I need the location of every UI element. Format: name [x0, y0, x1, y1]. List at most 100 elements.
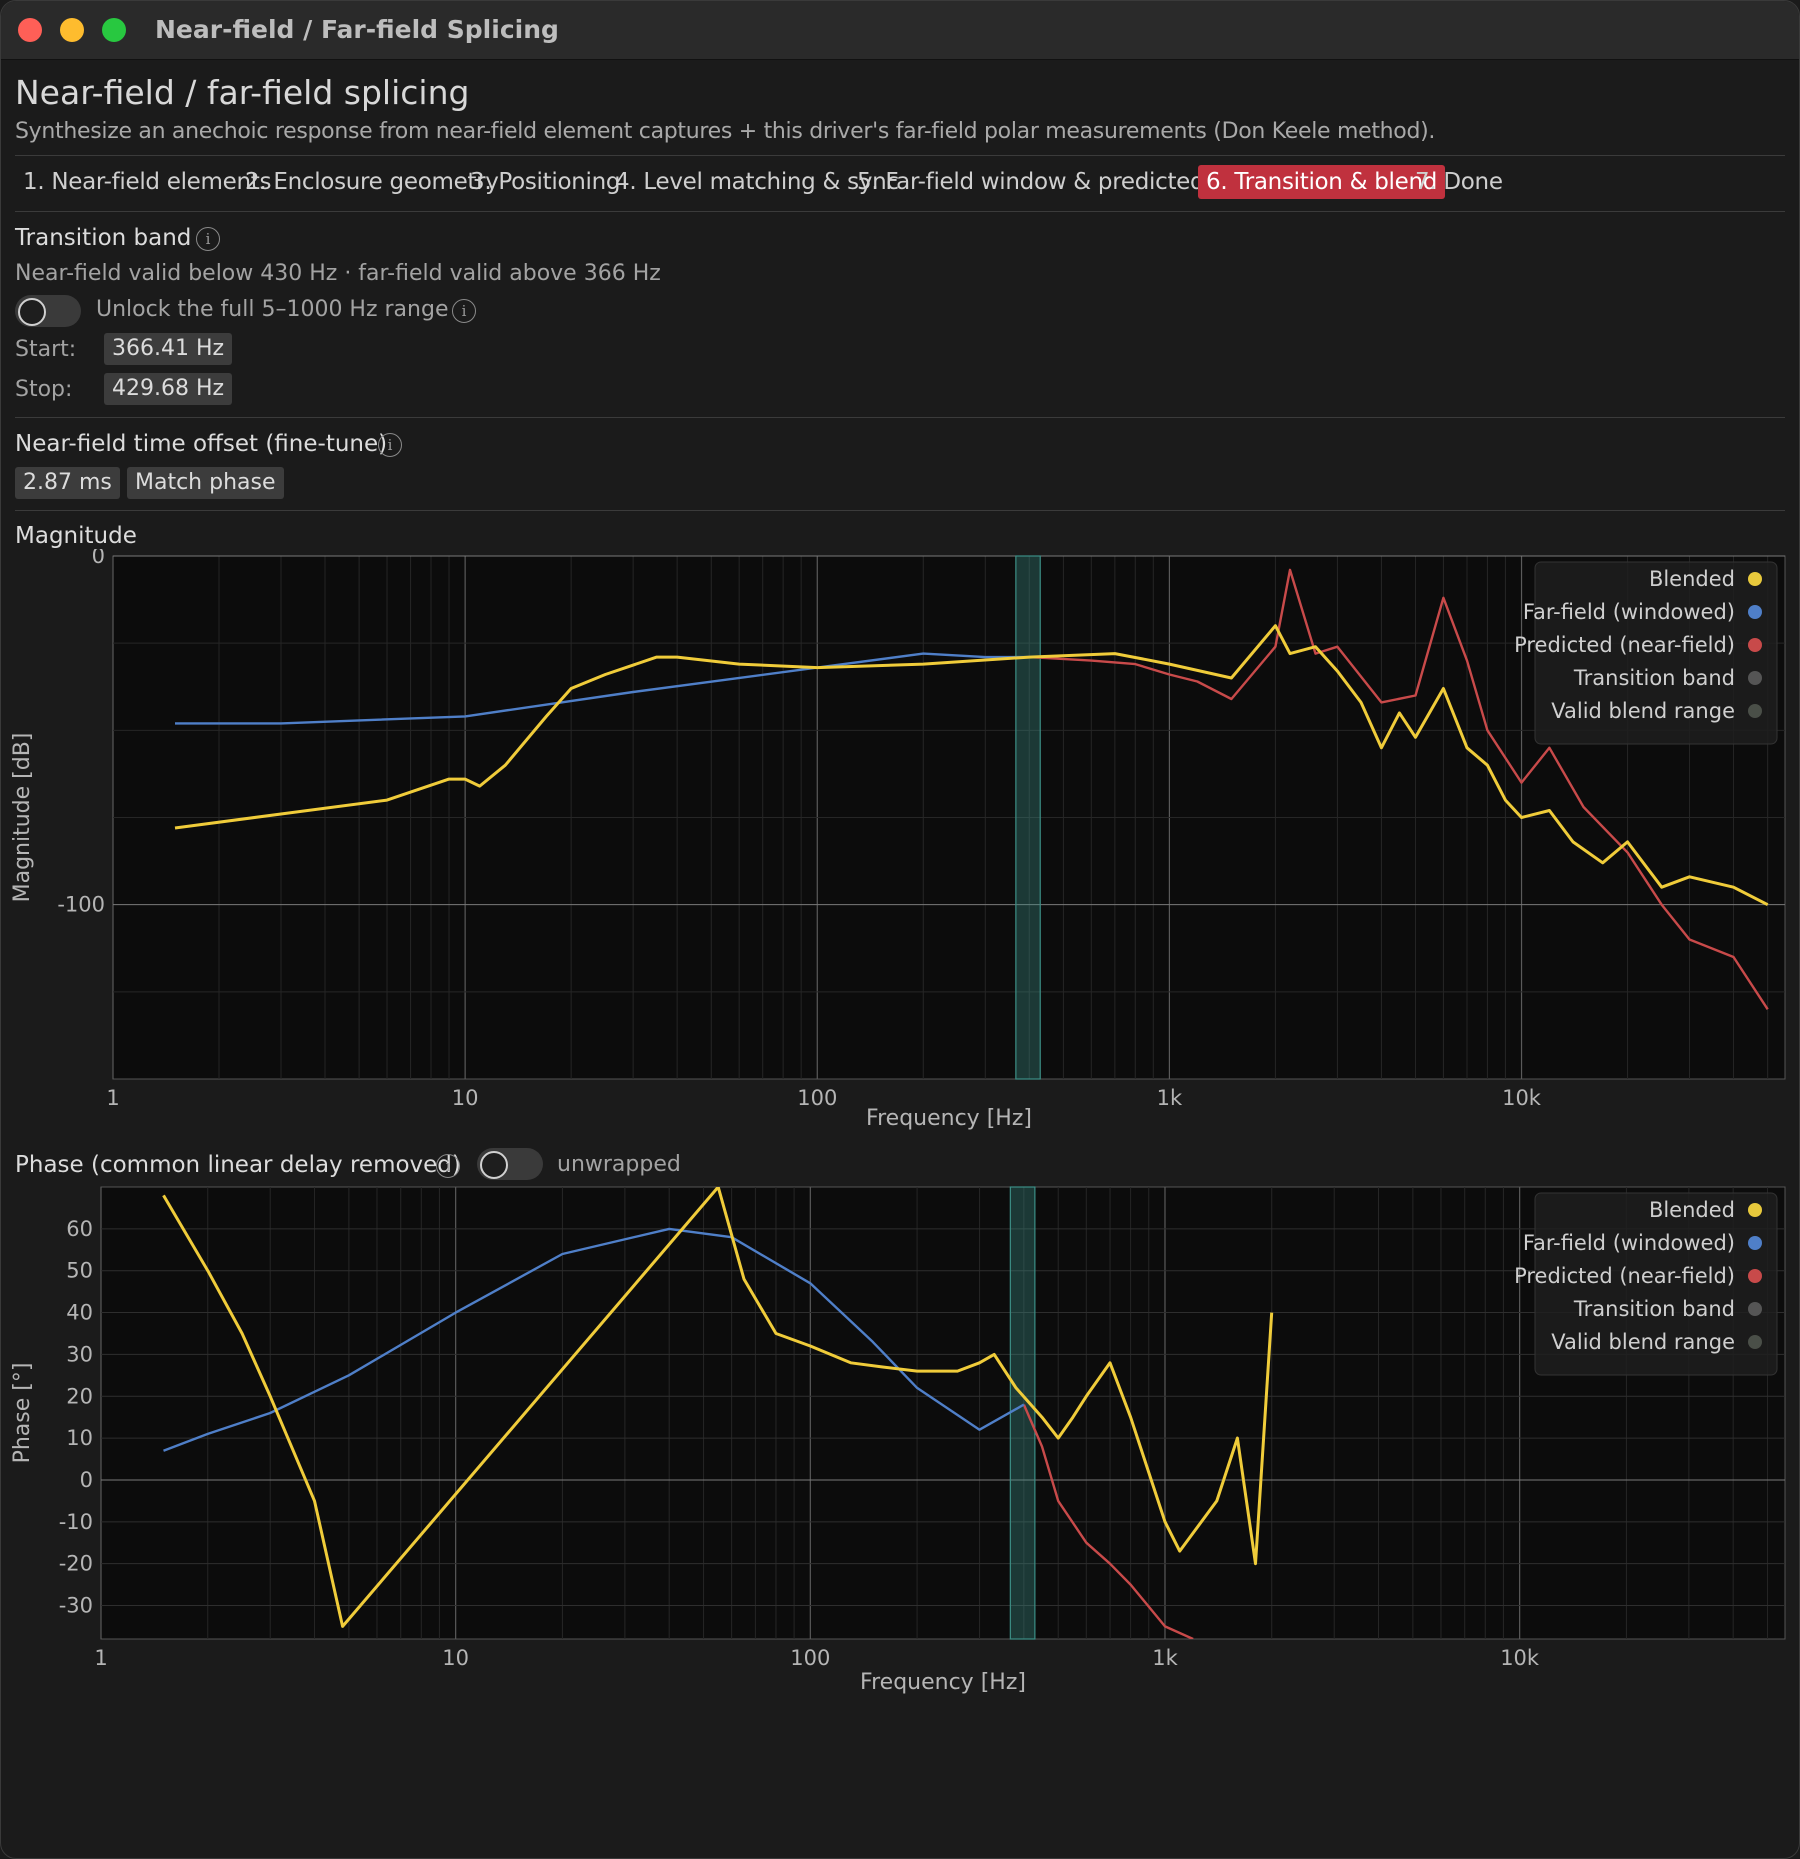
legend-entry-label: Transition band: [1573, 666, 1735, 690]
time-offset-heading: Near-field time offset (fine-tune): [15, 431, 388, 457]
legend-entry-label: Far-field (windowed): [1523, 600, 1735, 624]
phase-chart[interactable]: 1 10 100 1k 10k6050403020100-10-20-30Frequen…: [1, 1181, 1800, 1701]
x-tick-label: 10: [452, 1086, 479, 1110]
legend-entry-label: Blended: [1649, 567, 1735, 591]
x-tick-label: 100: [797, 1086, 837, 1110]
divider: [15, 417, 1785, 418]
series-group: [174, 568, 1769, 1010]
legend-swatch: [1748, 704, 1762, 718]
legend-swatch: [1748, 572, 1762, 586]
legend-entry-label: Blended: [1649, 1198, 1735, 1222]
y-axis-label: Phase [°]: [10, 1363, 35, 1464]
legend-box: [1534, 561, 1778, 745]
magnitude-chart[interactable]: 1 10 100 1k 10k 0 -100 Frequency [Hz] Magnitude …: [1, 549, 1800, 1139]
legend-entry-label: Far-field (windowed): [1523, 1231, 1735, 1255]
x-tick-label: 10k: [1502, 1086, 1542, 1110]
unwrapped-toggle[interactable]: [477, 1148, 543, 1180]
divider: [15, 510, 1785, 511]
start-label: Start:: [15, 337, 77, 362]
page-subtitle: Synthesize an anechoic response from nea…: [15, 119, 1436, 144]
y-tick-label: 0: [92, 549, 105, 568]
match-phase-button[interactable]: Match phase: [127, 467, 284, 499]
series-line-far-field-windowed: [175, 652, 1030, 725]
y-tick-label: 50: [66, 1259, 93, 1283]
legend-swatch: [1748, 638, 1762, 652]
y-tick-label: -10: [59, 1510, 93, 1534]
series-line-predicted-near-field: [1022, 1404, 1194, 1639]
tab-positioning[interactable]: 3. Positioning: [470, 169, 621, 195]
unlock-range-label: Unlock the full 5–1000 Hz range: [96, 297, 449, 322]
y-tick-label: 60: [66, 1217, 93, 1241]
legend-swatch: [1748, 671, 1762, 685]
transition-band: [1009, 1186, 1036, 1640]
series-group: [162, 1187, 1274, 1639]
x-tick-label: 1: [106, 1086, 119, 1110]
legend-swatch: [1748, 1302, 1762, 1316]
legend-swatch: [1748, 1335, 1762, 1349]
stop-label: Stop:: [15, 377, 73, 402]
x-tick-label: 10k: [1500, 1646, 1540, 1670]
phase-info-icon[interactable]: i: [436, 1154, 460, 1178]
y-tick-label: -30: [59, 1594, 93, 1618]
y-tick-label: 30: [66, 1342, 93, 1366]
series-line-blended: [174, 624, 1769, 907]
legend-entry-label: Predicted (near-field): [1514, 1264, 1735, 1288]
y-tick-label: -20: [59, 1552, 93, 1576]
series-line-far-field-windowed: [163, 1227, 1025, 1452]
legend-entry-label: Valid blend range: [1551, 699, 1735, 723]
divider: [15, 211, 1785, 212]
minimize-window-button[interactable]: [60, 18, 84, 42]
legend-box: [1534, 1192, 1778, 1376]
validity-text: Near-field valid below 430 Hz · far-fiel…: [15, 261, 661, 286]
unlock-info-icon[interactable]: i: [452, 299, 476, 323]
unwrapped-label: unwrapped: [557, 1152, 681, 1177]
legend-entry-label: Transition band: [1573, 1297, 1735, 1321]
x-tick-label: 100: [790, 1646, 830, 1670]
page-title: Near-field / far-field splicing: [15, 73, 470, 112]
unlock-range-toggle[interactable]: [15, 295, 81, 327]
stop-frequency-field[interactable]: 429.68 Hz: [104, 373, 233, 405]
y-tick-label: 0: [80, 1468, 93, 1492]
transition-band-heading: Transition band: [15, 225, 192, 251]
x-axis-label: Frequency [Hz]: [866, 1106, 1032, 1131]
legend-swatch: [1748, 1269, 1762, 1283]
zoom-window-button[interactable]: [102, 18, 126, 42]
divider: [15, 155, 1785, 156]
title-bar: Near-field / Far-field Splicing: [1, 1, 1799, 60]
legend-entry-label: Predicted (near-field): [1514, 633, 1735, 657]
y-tick-label: 40: [66, 1301, 93, 1325]
transition-band: [1015, 555, 1041, 1080]
tab-level-matching[interactable]: 4. Level matching & sync: [615, 169, 899, 195]
tab-far-field-window[interactable]: 5. Far-field window & predicted level: [857, 169, 1265, 195]
x-tick-label: 1k: [1157, 1086, 1183, 1110]
x-axis-label: Frequency [Hz]: [860, 1670, 1026, 1695]
series-line-blended: [162, 1187, 1274, 1628]
tab-transition-blend[interactable]: 6. Transition & blend: [1198, 165, 1446, 199]
wizard-tabs: 1. Near-field elements 2. Enclosure geom…: [15, 159, 1785, 205]
series-line-predicted-near-field: [1029, 568, 1769, 1010]
transition-info-icon[interactable]: i: [196, 227, 220, 251]
x-tick-label: 1k: [1152, 1646, 1178, 1670]
legend-swatch: [1748, 1236, 1762, 1250]
legend: Blended Far-field (windowed) Predicted (ne…: [1514, 1192, 1778, 1376]
tab-enclosure-geometry[interactable]: 2. Enclosure geometry: [245, 169, 499, 195]
magnitude-heading: Magnitude: [15, 523, 137, 549]
y-tick-label: -100: [57, 893, 105, 917]
window-title: Near-field / Far-field Splicing: [155, 15, 559, 44]
time-offset-info-icon[interactable]: i: [378, 433, 402, 457]
tab-done[interactable]: 7. Done: [1415, 169, 1503, 195]
time-offset-field[interactable]: 2.87 ms: [15, 467, 120, 499]
legend-entry-label: Valid blend range: [1551, 1330, 1735, 1354]
legend-swatch: [1748, 1203, 1762, 1217]
x-tick-label: 10: [442, 1646, 469, 1670]
close-window-button[interactable]: [18, 18, 42, 42]
x-tick-label: 1: [94, 1646, 107, 1670]
y-tick-label: 10: [66, 1426, 93, 1450]
start-frequency-field[interactable]: 366.41 Hz: [104, 333, 233, 365]
y-axis-label: Magnitude [dB]: [10, 733, 35, 903]
y-tick-label: 20: [66, 1384, 93, 1408]
legend: Blended Far-field (windowed) Predicted (ne…: [1514, 561, 1778, 745]
tab-near-field-elements[interactable]: 1. Near-field elements: [23, 169, 272, 195]
phase-heading: Phase (common linear delay removed): [15, 1152, 461, 1178]
